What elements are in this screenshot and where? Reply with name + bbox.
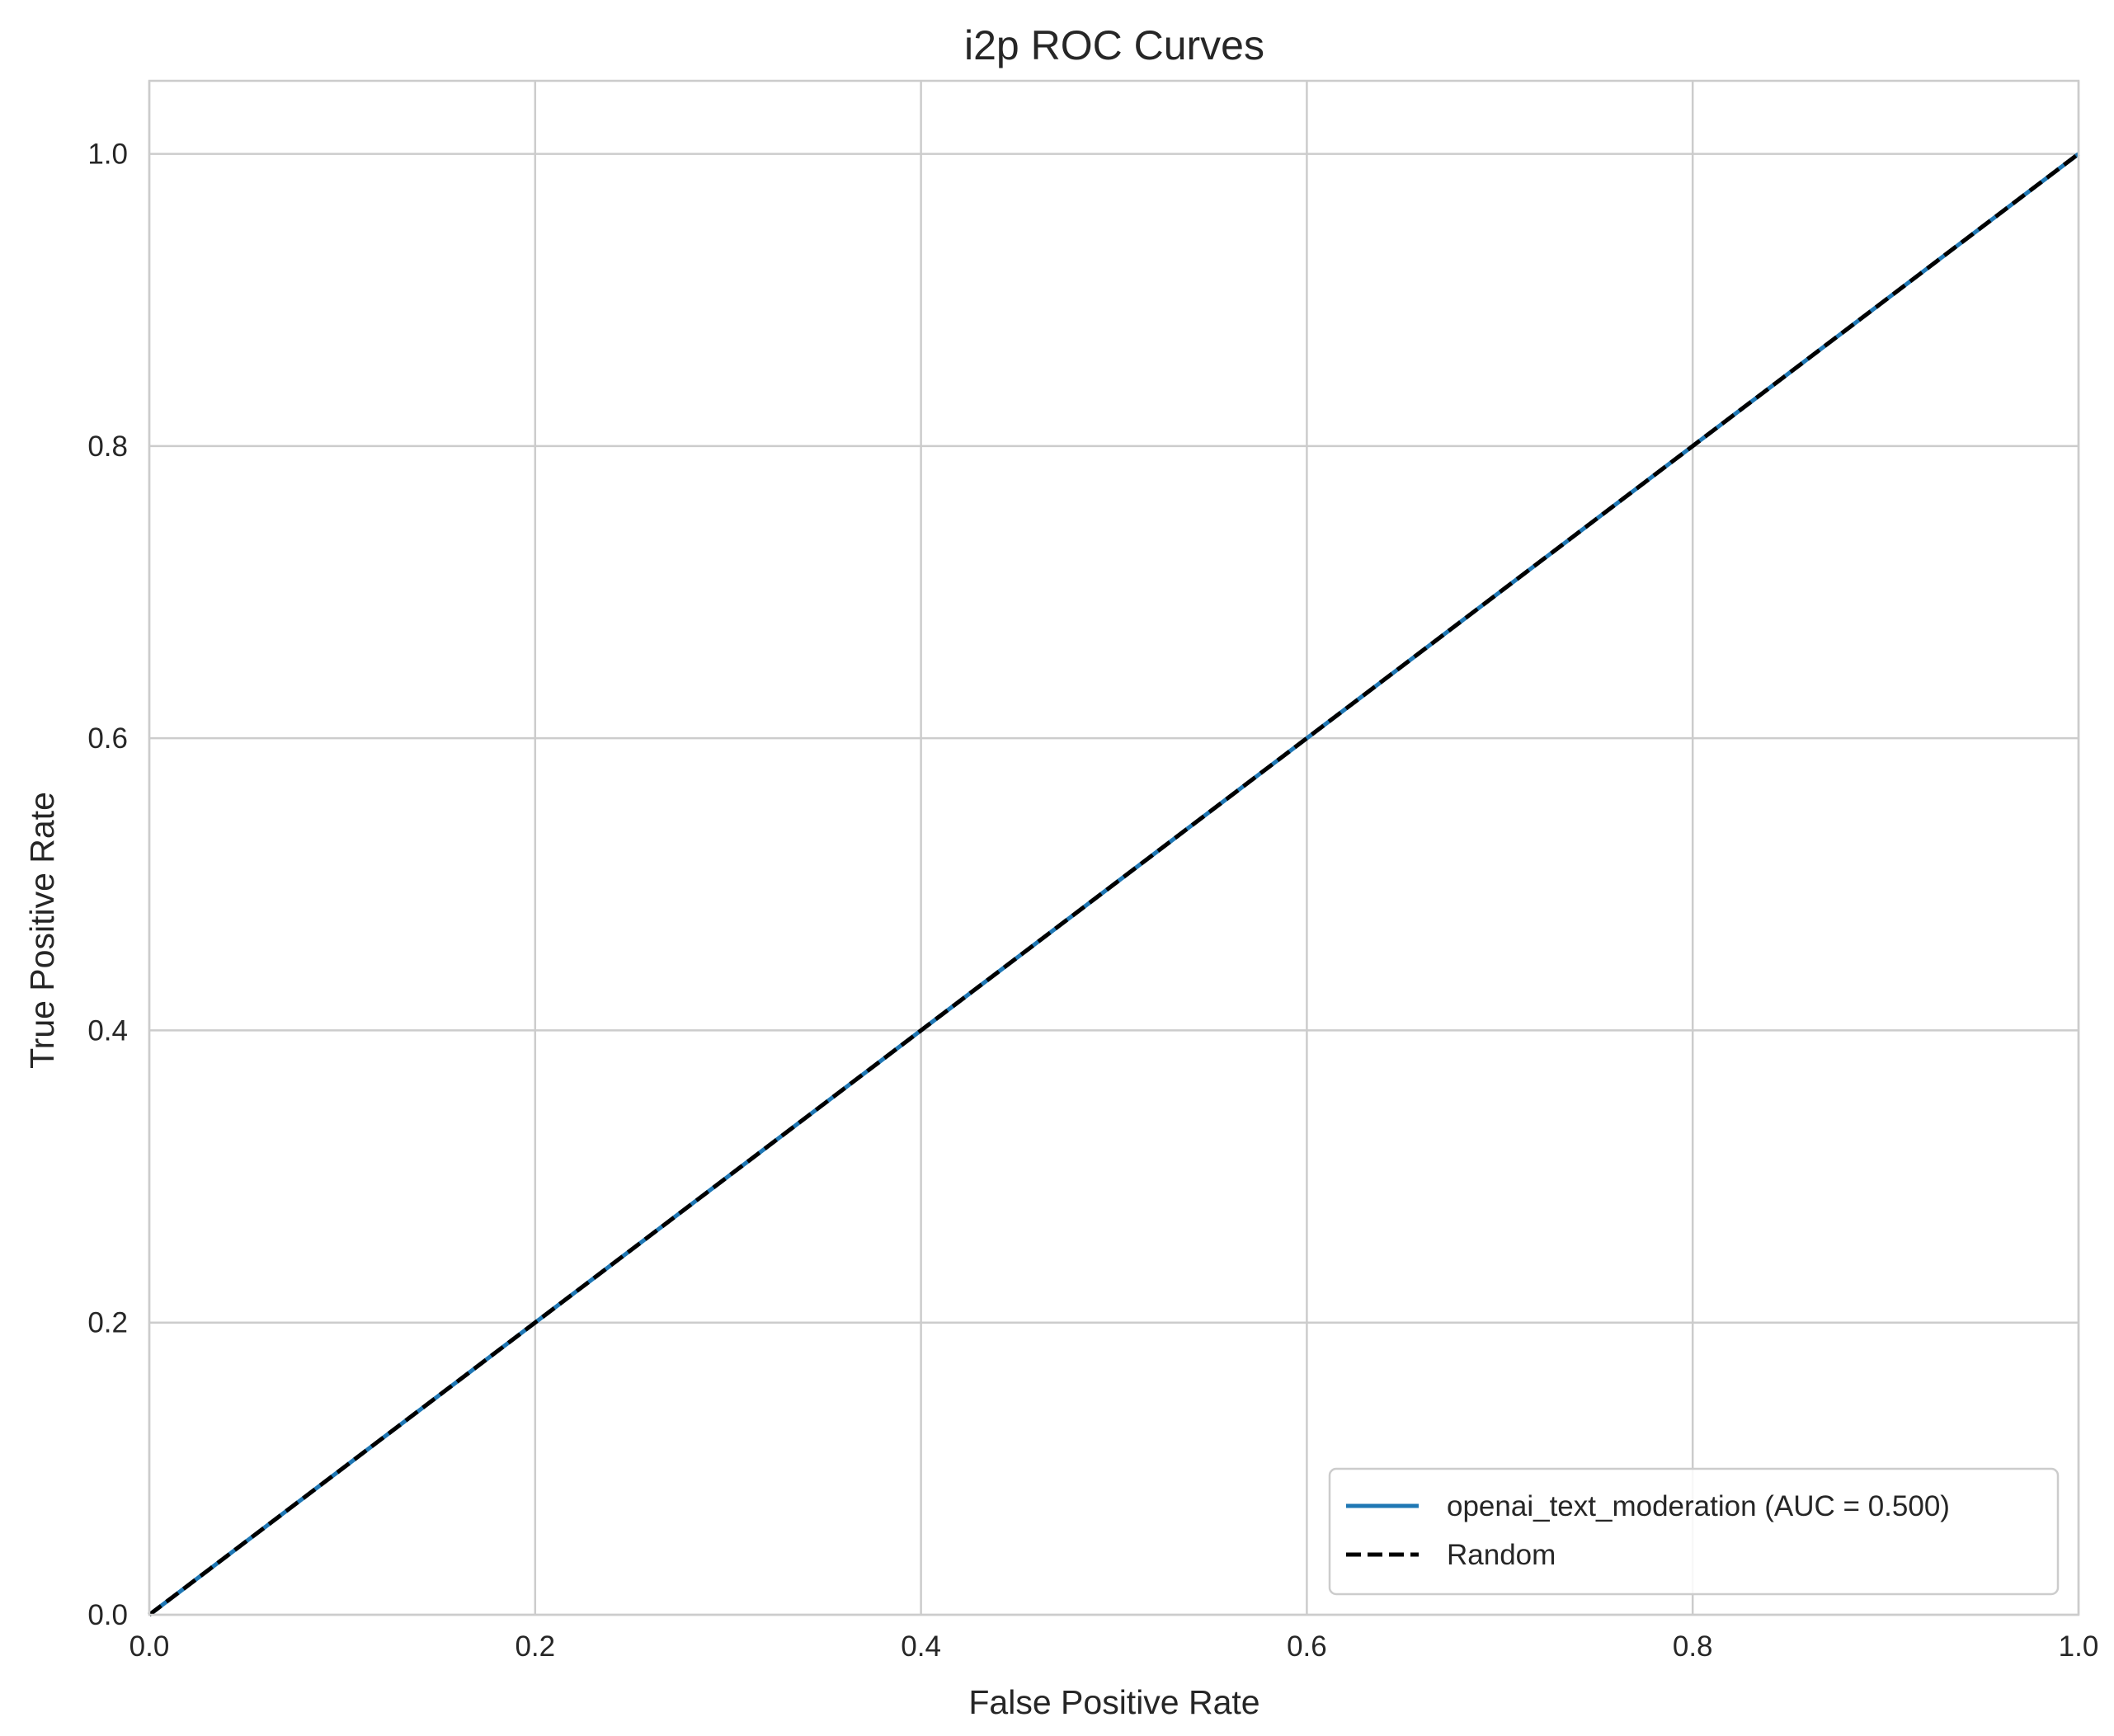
y-axis-label: True Positive Rate (23, 792, 61, 1069)
y-tick-labels: 0.0 0.2 0.4 0.6 0.8 1.0 (87, 139, 128, 1631)
x-tick-label: 1.0 (2059, 1630, 2099, 1663)
y-tick-label: 0.2 (87, 1307, 128, 1339)
x-tick-label: 0.6 (1287, 1630, 1327, 1663)
y-tick-label: 0.6 (87, 722, 128, 755)
legend-box (1328, 1467, 2060, 1596)
chart-title: i2p ROC Curves (964, 22, 1264, 68)
legend-entry-label: openai_text_moderation (AUC = 0.500) (1447, 1490, 1950, 1522)
axes-frame (148, 79, 2080, 1616)
legend-entry-label: Random (1447, 1539, 1556, 1571)
x-tick-labels: 0.0 0.2 0.4 0.6 0.8 1.0 (129, 1630, 2099, 1663)
x-tick-label: 0.8 (1673, 1630, 1713, 1663)
x-axis-label: False Positive Rate (968, 1683, 1259, 1721)
y-tick-label: 0.0 (87, 1599, 128, 1631)
x-tick-label: 0.4 (901, 1630, 941, 1663)
y-tick-label: 0.8 (87, 430, 128, 463)
x-tick-label: 0.0 (129, 1630, 170, 1663)
y-tick-label: 1.0 (87, 139, 128, 171)
series-line-random (148, 152, 2080, 1616)
legend: openai_text_moderation (AUC = 0.500) Rand… (1328, 1467, 2060, 1596)
x-tick-label: 0.2 (515, 1630, 555, 1663)
plot-series (148, 152, 2080, 1616)
grid-lines (148, 81, 2080, 1616)
y-tick-label: 0.4 (87, 1014, 128, 1047)
